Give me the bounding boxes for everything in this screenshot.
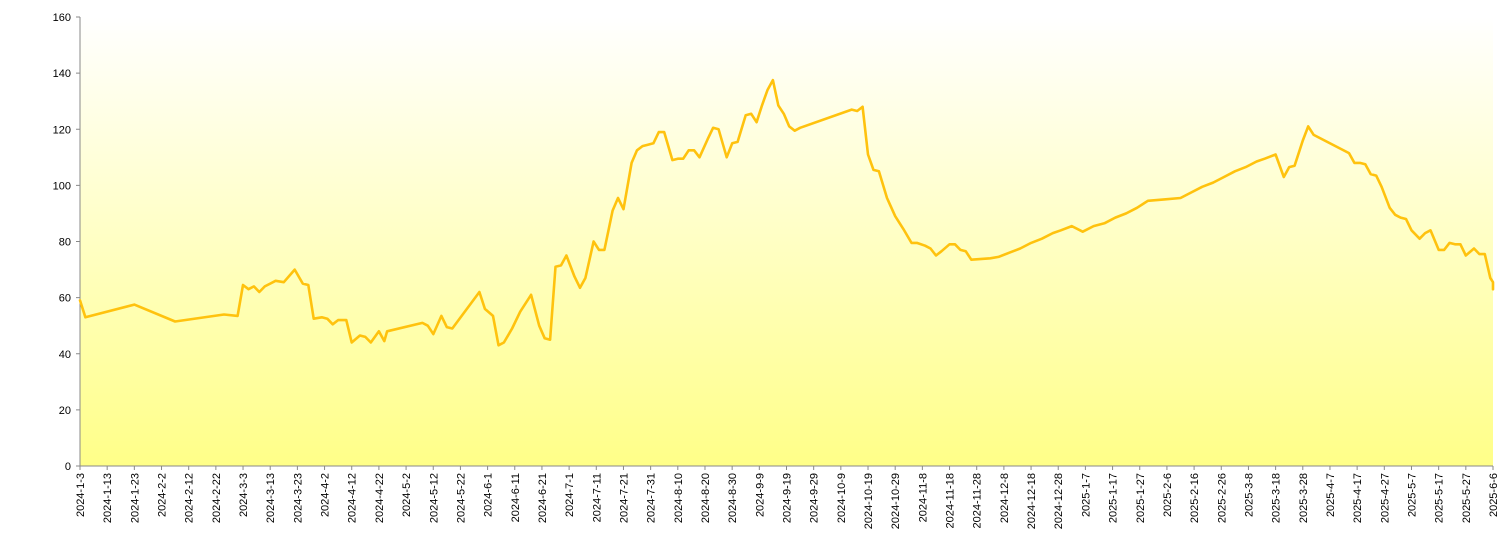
x-tick-label: 2025-5-7	[1406, 473, 1418, 517]
x-tick-label: 2024-9-9	[754, 473, 766, 517]
x-tick-label: 2024-4-2	[320, 473, 332, 517]
x-tick-label: 2025-3-18	[1271, 473, 1283, 523]
y-tick-label: 60	[59, 293, 71, 305]
y-tick-label: 20	[59, 405, 71, 417]
x-tick-label: 2024-9-29	[809, 473, 821, 523]
plot-background	[80, 17, 1493, 466]
x-tick-label: 2024-10-9	[836, 473, 848, 523]
y-tick-label: 0	[65, 461, 71, 473]
x-tick-label: 2025-2-6	[1162, 473, 1174, 517]
x-tick-label: 2024-7-31	[646, 473, 658, 523]
y-tick-label: 160	[53, 12, 71, 24]
x-tick-label: 2024-1-3	[75, 473, 87, 517]
x-tick-label: 2024-11-8	[917, 473, 929, 522]
x-tick-label: 2025-4-7	[1325, 473, 1337, 517]
x-tick-label: 2024-12-18	[1026, 473, 1038, 529]
x-tick-label: 2024-2-12	[184, 473, 196, 523]
x-tick-label: 2024-3-13	[265, 473, 277, 523]
x-tick-label: 2024-4-12	[347, 473, 359, 523]
y-axis: 0 20 40 60 80 100 120 140 160	[53, 12, 80, 473]
y-tick-label: 40	[59, 349, 71, 361]
x-tick-label: 2024-1-23	[129, 473, 141, 523]
x-tick-label: 2025-6-6	[1488, 473, 1500, 517]
y-tick-label: 120	[53, 124, 71, 136]
x-tick-label: 2025-3-8	[1243, 473, 1255, 517]
x-tick-label: 2024-6-21	[537, 473, 549, 523]
x-tick-label: 2024-10-19	[863, 473, 875, 529]
x-tick-label: 2024-12-28	[1053, 473, 1065, 529]
x-tick-label: 2025-1-27	[1135, 473, 1147, 523]
x-tick-label: 2024-7-21	[618, 473, 630, 523]
x-tick-label: 2024-5-12	[428, 473, 440, 523]
x-tick-label: 2024-6-11	[510, 473, 522, 522]
y-tick-label: 100	[53, 180, 71, 192]
x-tick-label: 2024-2-22	[211, 473, 223, 523]
x-tick-label: 2024-1-13	[102, 473, 114, 523]
x-tick-label: 2024-3-23	[292, 473, 304, 523]
x-tick-label: 2024-11-18	[945, 473, 957, 528]
x-tick-label: 2024-11-28	[972, 473, 984, 528]
x-tick-label: 2024-8-30	[727, 473, 739, 523]
x-tick-label: 2025-2-16	[1189, 473, 1201, 523]
x-tick-label: 2025-4-27	[1379, 473, 1391, 523]
x-tick-label: 2025-3-28	[1298, 473, 1310, 523]
x-tick-label: 2024-8-20	[700, 473, 712, 523]
x-tick-label: 2024-5-22	[455, 473, 467, 523]
x-tick-label: 2024-7-11	[591, 473, 603, 522]
x-tick-label: 2025-1-17	[1108, 473, 1120, 523]
x-tick-label: 2024-4-22	[374, 473, 386, 523]
x-tick-label: 2024-2-2	[157, 473, 169, 517]
y-tick-label: 80	[59, 237, 71, 249]
x-tick-label: 2025-5-17	[1434, 473, 1446, 523]
x-tick-label: 2024-7-1	[564, 473, 576, 517]
x-tick-label: 2024-10-29	[890, 473, 902, 529]
x-tick-label: 2024-9-19	[782, 473, 794, 523]
y-tick-label: 140	[53, 68, 71, 80]
x-tick-label: 2024-6-1	[483, 473, 495, 517]
x-tick-label: 2025-2-26	[1216, 473, 1228, 523]
series-line	[78, 78, 1495, 347]
x-tick-label: 2024-8-10	[673, 473, 685, 523]
x-axis: 2024-1-3 2024-1-13 2024-1-23 2024-2-2 2024-2…	[75, 466, 1500, 529]
x-tick-label: 2025-1-7	[1080, 473, 1092, 517]
x-tick-label: 2024-3-3	[238, 473, 250, 517]
x-tick-label: 2025-5-27	[1461, 473, 1473, 523]
x-tick-label: 2024-12-8	[999, 473, 1011, 523]
x-tick-label: 2024-5-2	[401, 473, 413, 517]
x-tick-label: 2025-4-17	[1352, 473, 1364, 523]
